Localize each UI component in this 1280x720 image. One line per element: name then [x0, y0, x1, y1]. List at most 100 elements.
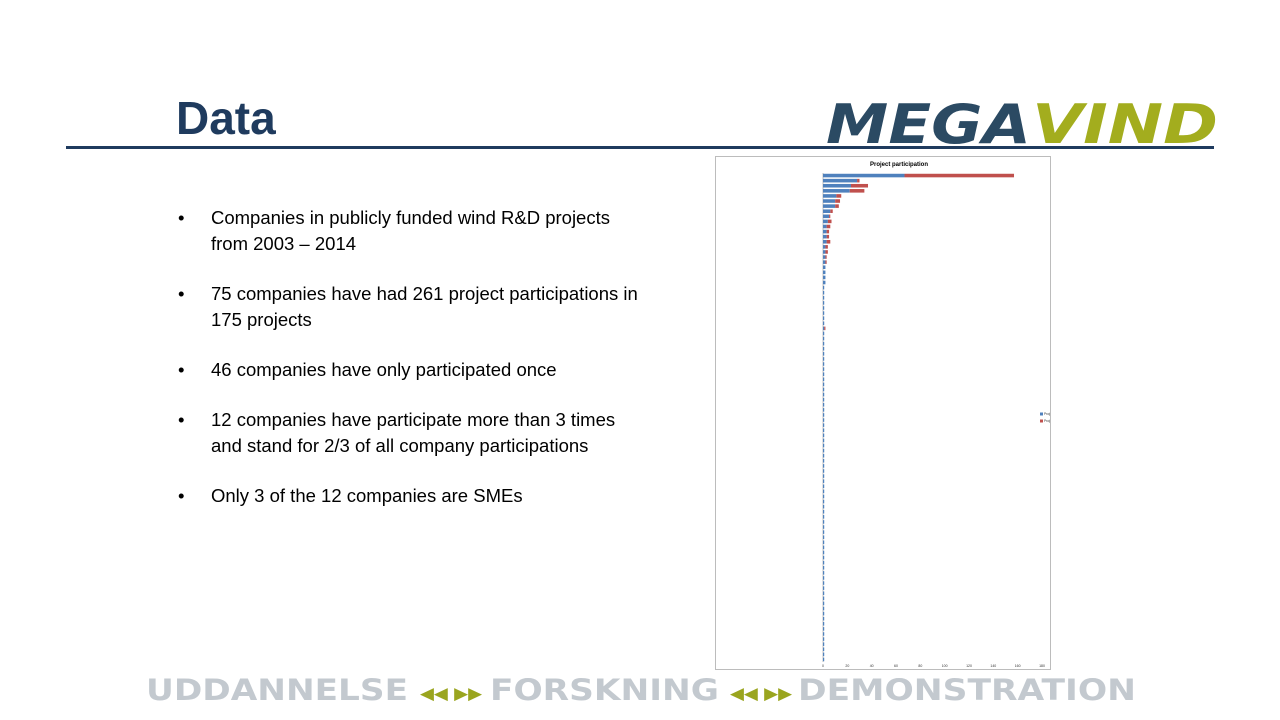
bar-segment-participation: [823, 622, 825, 626]
bar-segment-participation: [823, 306, 825, 310]
bar-segment-participation: [823, 504, 825, 509]
bar-segment-leader: [849, 189, 865, 193]
bar-segment-participation: [823, 509, 825, 514]
bar-segment-participation: [823, 214, 830, 219]
bar-segment-participation: [823, 555, 825, 560]
bar-segment-participation: [823, 438, 825, 443]
bar-segment-participation: [823, 346, 825, 351]
bar-segment-participation: [823, 255, 826, 259]
bar-segment-participation: [823, 239, 827, 244]
bar-segment-participation: [823, 479, 825, 483]
bullet-item: • 75 companies have had 261 project parti…: [178, 281, 638, 333]
bar-segment-participation: [823, 296, 825, 300]
bar-segment-leader: [826, 234, 830, 239]
bar-segment-participation: [823, 520, 825, 524]
footer-word-forskning: FORSKNING: [490, 673, 719, 707]
bullet-dot-icon: •: [178, 485, 185, 506]
x-tick-label: 160: [1015, 664, 1021, 668]
bar-segment-participation: [823, 199, 836, 203]
bar-segment-leader: [826, 229, 830, 234]
footer-word-demonstration: DEMONSTRATION: [798, 673, 1136, 707]
bar-segment-participation: [823, 229, 827, 234]
bar-segment-participation: [823, 336, 825, 341]
bar-segment-participation: [823, 423, 825, 427]
bullet-item: • 46 companies have only participated onc…: [178, 357, 638, 383]
footer-arrows-icon: ◀◀ ▶▶: [730, 684, 793, 704]
bar-segment-participation: [823, 285, 825, 290]
bar-segment-leader: [836, 194, 842, 198]
bar-segment-participation: [823, 652, 825, 657]
bullet-item: • 12 companies have participate more than…: [178, 407, 638, 459]
x-tick-label: 40: [870, 664, 874, 668]
legend-label: Project leader: [1044, 419, 1050, 423]
bar-segment-participation: [823, 489, 825, 494]
bar-segment-participation: [823, 586, 825, 590]
bar-segment-participation: [823, 433, 825, 438]
x-tick-label: 120: [966, 664, 972, 668]
x-tick-label: 0: [822, 664, 824, 668]
footer-word-uddannelse: UDDANNELSE: [146, 673, 408, 707]
bar-segment-leader: [824, 326, 826, 331]
bar-segment-participation: [823, 250, 826, 254]
bar-segment-participation: [823, 576, 825, 580]
bullet-dot-icon: •: [178, 359, 185, 380]
bullet-text: 75 companies have had 261 project partic…: [211, 283, 638, 330]
bar-segment-participation: [823, 535, 825, 539]
bullet-dot-icon: •: [178, 409, 185, 430]
bullet-item: • Only 3 of the 12 companies are SMEs: [178, 483, 638, 509]
x-tick-label: 180: [1039, 664, 1045, 668]
bar-segment-participation: [823, 178, 858, 183]
bar-segment-participation: [823, 280, 826, 285]
bar-segment-participation: [823, 413, 825, 417]
bar-segment-participation: [823, 316, 825, 320]
bar-segment-participation: [823, 571, 825, 575]
bullet-item: • Companies in publicly funded wind R&D p…: [178, 205, 638, 257]
bar-segment-participation: [823, 550, 825, 555]
bar-segment-participation: [823, 459, 825, 463]
bar-segment-participation: [823, 311, 825, 315]
legend-label: Project participation: [1044, 412, 1050, 416]
legend-swatch: [1040, 419, 1043, 423]
bar-segment-participation: [823, 494, 825, 499]
bar-segment-participation: [823, 601, 825, 606]
bar-segment-participation: [823, 194, 837, 198]
bar-segment-participation: [823, 387, 825, 392]
bar-segment-participation: [823, 525, 825, 529]
bar-segment-participation: [823, 627, 825, 631]
bullet-text: 46 companies have only participated once: [211, 359, 557, 380]
bar-segment-participation: [823, 377, 825, 382]
bar-segment-participation: [823, 632, 825, 636]
footer-arrows-icon: ◀◀ ▶▶: [420, 684, 483, 704]
bar-segment-participation: [823, 321, 825, 326]
bar-segment-participation: [823, 637, 825, 641]
bar-segment-leader: [826, 239, 831, 244]
bar-segment-participation: [823, 265, 826, 270]
bar-segment-participation: [823, 443, 825, 448]
bar-segment-participation: [823, 275, 826, 280]
bar-segment-leader: [857, 178, 860, 183]
title-divider: [66, 146, 1214, 149]
bar-segment-participation: [823, 611, 825, 616]
bar-segment-participation: [823, 540, 825, 545]
bar-segment-participation: [823, 408, 825, 412]
chart-title: Project participation: [870, 162, 928, 168]
x-tick-label: 20: [845, 664, 849, 668]
bar-segment-participation: [823, 515, 825, 519]
bar-segment-leader: [835, 199, 841, 203]
x-tick-label: 60: [894, 664, 898, 668]
bar-segment-participation: [823, 362, 825, 366]
bar-segment-participation: [823, 499, 825, 504]
bar-segment-participation: [823, 606, 825, 611]
bar-segment-participation: [823, 530, 825, 534]
bar-segment-participation: [823, 469, 825, 473]
bar-segment-leader: [835, 204, 839, 208]
bar-segment-participation: [823, 189, 850, 193]
bullet-dot-icon: •: [178, 283, 185, 304]
bar-segment-leader: [825, 255, 827, 259]
x-tick-label: 100: [942, 664, 948, 668]
bullet-text: 12 companies have participate more than …: [211, 409, 616, 456]
bar-segment-participation: [823, 392, 825, 397]
bar-segment-participation: [823, 301, 825, 305]
bar-segment-participation: [823, 173, 905, 178]
bar-segment-leader: [904, 173, 1015, 178]
